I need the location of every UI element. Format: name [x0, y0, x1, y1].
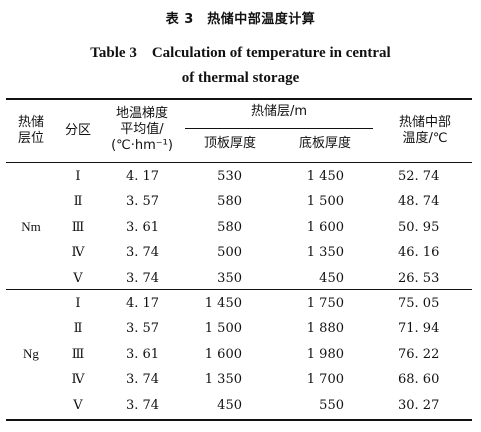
zone-cell: Ⅴ	[73, 398, 83, 413]
gradient-cell: 3. 74	[126, 372, 160, 387]
header-zone: 分区	[64, 123, 91, 138]
zone-cell: Ⅳ	[71, 245, 85, 260]
top-thickness-cell: 580	[217, 220, 242, 235]
top-thickness-cell: 580	[217, 194, 242, 209]
gradient-cell: 4. 17	[126, 169, 160, 184]
bottom-thickness-cell: 1 450	[306, 169, 344, 184]
temperature-cell: 30. 27	[398, 398, 440, 413]
zone-cell: Ⅲ	[71, 347, 85, 362]
header-layer: 热储 层位	[17, 115, 44, 146]
top-thickness-cell: 1 600	[204, 347, 242, 362]
temperature-cell: 71. 94	[398, 321, 440, 336]
top-thickness-cell: 530	[217, 169, 242, 184]
zone-cell: Ⅰ	[75, 296, 81, 311]
zone-cell: Ⅴ	[73, 271, 83, 286]
top-thickness-cell: 1 450	[204, 296, 242, 311]
header-gradient: 地温梯度 平均值/ (℃·hm⁻¹)	[111, 106, 173, 153]
bottom-thickness-cell: 1 350	[306, 245, 344, 260]
header-bottom-rule	[6, 162, 472, 163]
bottom-thickness-cell: 1 750	[306, 296, 344, 311]
header-top-thickness: 顶板厚度	[203, 136, 256, 151]
top-thickness-cell: 350	[217, 271, 242, 286]
temperature-cell: 52. 74	[398, 169, 440, 184]
table-top-rule	[6, 98, 472, 100]
temperature-cell: 68. 60	[398, 372, 440, 387]
zone-cell: Ⅱ	[73, 321, 83, 336]
gradient-cell: 3. 57	[126, 194, 160, 209]
bottom-thickness-cell: 1 600	[306, 220, 344, 235]
top-thickness-cell: 1 350	[204, 372, 242, 387]
group-separator-rule	[6, 289, 472, 290]
temperature-cell: 26. 53	[398, 271, 440, 286]
gradient-cell: 3. 74	[126, 398, 160, 413]
gradient-cell: 3. 61	[126, 220, 160, 235]
header-bottom-thickness: 底板厚度	[298, 136, 351, 151]
bottom-thickness-cell: 1 500	[306, 194, 344, 209]
top-thickness-cell: 500	[217, 245, 242, 260]
temperature-cell: 50. 95	[398, 220, 440, 235]
header-temperature: 热储中部 温度/℃	[398, 115, 451, 146]
temperature-cell: 76. 22	[398, 347, 440, 362]
gradient-cell: 3. 74	[126, 271, 160, 286]
layer-label-ng: Ng	[23, 346, 39, 361]
table-title-english-line2: of thermal storage	[181, 70, 300, 86]
table-bottom-rule	[6, 419, 472, 421]
zone-cell: Ⅱ	[73, 194, 83, 209]
gradient-cell: 4. 17	[126, 296, 160, 311]
table-title-english-line1: Table 3 Calculation of temperature in ce…	[90, 45, 391, 61]
zone-cell: Ⅰ	[75, 169, 81, 184]
temperature-cell: 75. 05	[398, 296, 440, 311]
bottom-thickness-cell: 550	[319, 398, 344, 413]
top-thickness-cell: 450	[217, 398, 242, 413]
bottom-thickness-cell: 1 880	[306, 321, 344, 336]
gradient-cell: 3. 74	[126, 245, 160, 260]
bottom-thickness-cell: 1 700	[306, 372, 344, 387]
table-title-chinese: 表 3 热储中部温度计算	[165, 12, 316, 27]
temperature-cell: 46. 16	[398, 245, 440, 260]
gradient-cell: 3. 57	[126, 321, 160, 336]
zone-cell: Ⅳ	[71, 372, 85, 387]
zone-cell: Ⅲ	[71, 220, 85, 235]
gradient-cell: 3. 61	[126, 347, 160, 362]
layer-label-nm: Nm	[21, 219, 41, 234]
bottom-thickness-cell: 450	[319, 271, 344, 286]
header-sub-rule	[185, 128, 373, 129]
bottom-thickness-cell: 1 980	[306, 347, 344, 362]
temperature-cell: 48. 74	[398, 194, 440, 209]
header-reservoir-group: 热储层/m	[250, 104, 308, 119]
top-thickness-cell: 1 500	[204, 321, 242, 336]
